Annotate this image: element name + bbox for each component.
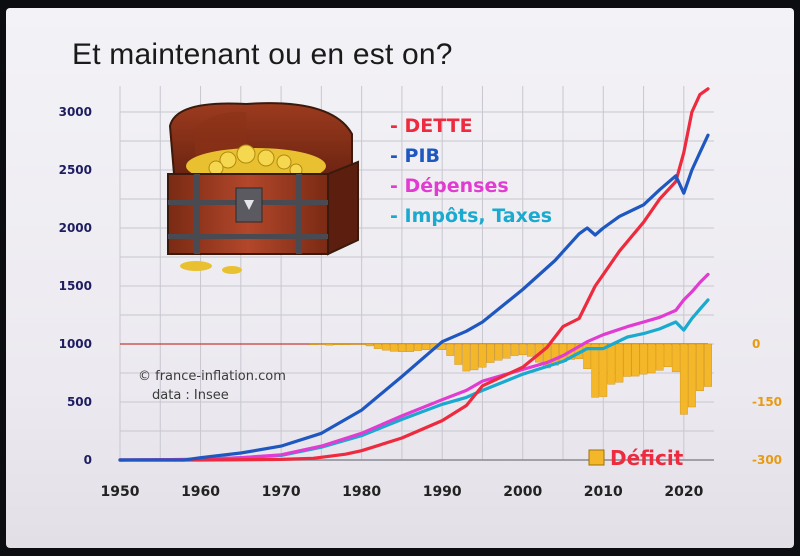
- x-tick-label: 2010: [584, 484, 623, 500]
- y2-tick-label: -300: [752, 453, 782, 467]
- deficit-bar: [446, 343, 455, 356]
- deficit-bar: [696, 343, 704, 391]
- deficit-bar: [406, 343, 414, 352]
- y-axis-ticks: 0 500 1000 1500 2000 2500 3000: [59, 105, 92, 467]
- deficit-bar: [583, 343, 592, 369]
- deficit-bar: [591, 343, 600, 398]
- deficit-bar: [631, 343, 640, 377]
- deficit-bar: [704, 343, 712, 387]
- series-line-1: [118, 133, 710, 462]
- deficit-bar: [317, 343, 326, 345]
- deficit-bar: [599, 343, 608, 397]
- deficit-bar: [398, 343, 406, 352]
- x-tick-label: 1970: [262, 484, 301, 500]
- deficit-bar: [663, 343, 672, 368]
- deficit-bar: [639, 343, 648, 375]
- x-tick-label: 2000: [503, 484, 542, 500]
- y-tick-label: 500: [67, 395, 92, 409]
- x-tick-label: 2020: [664, 484, 703, 500]
- deficit-bar: [333, 343, 342, 345]
- deficit-bar: [615, 343, 624, 383]
- deficit-bar: [462, 343, 471, 372]
- y2-axis-ticks: 0 -150 -300: [752, 337, 782, 467]
- x-axis-ticks: 1950 1960 1970 1980 1990 2000 2010 2020: [101, 484, 704, 500]
- deficit-bar: [309, 343, 318, 345]
- deficit-legend-label: Déficit: [610, 446, 684, 470]
- deficit-bar: [623, 343, 632, 377]
- x-tick-label: 1960: [181, 484, 220, 500]
- series-line-2: [118, 272, 710, 462]
- y-tick-label: 1500: [59, 279, 92, 293]
- x-tick-label: 1980: [342, 484, 381, 500]
- deficit-bar: [526, 343, 535, 357]
- y2-tick-label: 0: [752, 337, 760, 351]
- deficit-bar: [341, 343, 350, 345]
- deficit-bars: [309, 343, 712, 415]
- y2-tick-label: -150: [752, 395, 782, 409]
- deficit-bar: [486, 343, 495, 363]
- deficit-bar: [647, 343, 656, 374]
- chart-series-lines: [118, 87, 710, 462]
- deficit-bar: [365, 343, 374, 347]
- y-tick-label: 3000: [59, 105, 92, 119]
- y-tick-label: 0: [84, 453, 92, 467]
- deficit-bar: [510, 343, 519, 356]
- deficit-bar: [454, 343, 463, 365]
- deficit-bar: [687, 343, 696, 408]
- source-note: © france-inflation.com data : Insee: [138, 369, 286, 403]
- x-tick-label: 1950: [101, 484, 140, 500]
- deficit-bar: [470, 343, 479, 371]
- y-tick-label: 2000: [59, 221, 92, 235]
- legend-item-pib: - PIB: [390, 145, 440, 167]
- legend-item-impots-taxes: - Impôts, Taxes: [390, 205, 552, 227]
- deficit-bar: [357, 343, 366, 345]
- deficit-bar: [381, 343, 390, 351]
- deficit-bar: [325, 343, 334, 346]
- deficit-bar: [414, 343, 422, 351]
- deficit-bar: [494, 343, 503, 361]
- y-tick-label: 1000: [59, 337, 92, 351]
- deficit-bar: [502, 343, 511, 359]
- deficit-bar: [349, 343, 358, 345]
- y-tick-label: 2500: [59, 163, 92, 177]
- deficit-legend-swatch: [588, 449, 605, 466]
- presentation-slide: Et maintenant ou en est on? 0 500 1000 1500…: [6, 8, 794, 548]
- deficit-bar: [389, 343, 398, 352]
- deficit-bar: [422, 343, 430, 351]
- source-data: data : Insee: [152, 388, 229, 403]
- slide-title: Et maintenant ou en est on?: [72, 38, 453, 71]
- deficit-bar: [655, 343, 664, 371]
- legend-item-dette: - DETTE: [390, 115, 473, 137]
- deficit-legend: Déficit: [588, 446, 684, 470]
- deficit-bar: [607, 343, 616, 385]
- deficit-bar: [478, 343, 487, 368]
- legend-item-depenses: - Dépenses: [390, 175, 509, 197]
- deficit-bar: [373, 343, 382, 349]
- deficit-bar: [679, 343, 688, 415]
- legend: - DETTE - PIB - Dépenses - Impôts, Taxes: [390, 115, 552, 227]
- deficit-bar: [671, 343, 680, 373]
- deficit-bar: [518, 343, 527, 356]
- source-site: © france-inflation.com: [138, 369, 286, 384]
- x-tick-label: 1990: [423, 484, 462, 500]
- treasure-chest-icon: [167, 102, 359, 274]
